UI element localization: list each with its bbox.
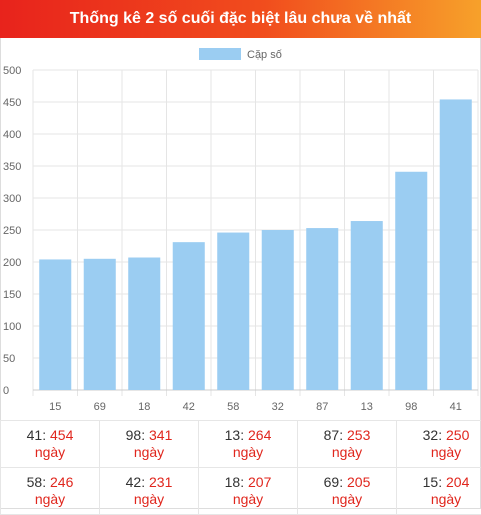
x-tick-label: 13 (361, 401, 373, 413)
bar-87 (306, 228, 338, 390)
x-tick-label: 32 (272, 401, 284, 413)
y-tick-label: 500 (3, 65, 21, 77)
bar-18 (128, 258, 160, 390)
bar-41 (440, 99, 472, 390)
bar-15 (39, 259, 71, 390)
x-tick-label: 58 (227, 401, 239, 413)
y-tick-label: 200 (3, 257, 21, 269)
x-tick-label: 18 (138, 401, 150, 413)
x-tick-label: 41 (450, 401, 462, 413)
bar-32 (262, 230, 294, 390)
y-tick-label: 250 (3, 225, 21, 237)
y-tick-label: 100 (3, 321, 21, 333)
legend-swatch (199, 48, 241, 60)
header-bar: Thống kê 2 số cuối đặc biệt lâu chưa về … (0, 0, 481, 38)
y-tick-label: 0 (3, 385, 9, 397)
bar-chart: Cặp số 0 50 100 150 200 250 300 350 400 450 500 15 69… (0, 38, 481, 420)
bar-58 (217, 233, 249, 390)
page-title: Thống kê 2 số cuối đặc biệt lâu chưa về … (70, 10, 411, 28)
y-tick-label: 300 (3, 193, 21, 205)
bar-69 (84, 259, 116, 390)
x-tick-label: 98 (405, 401, 417, 413)
x-tick-label: 87 (316, 401, 328, 413)
bar-98 (395, 172, 427, 390)
y-tick-label: 450 (3, 97, 21, 109)
y-tick-label: 150 (3, 289, 21, 301)
y-tick-label: 350 (3, 161, 21, 173)
bar-42 (173, 242, 205, 390)
x-tick-label: 42 (183, 401, 195, 413)
y-tick-label: 400 (3, 129, 21, 141)
bar-13 (351, 221, 383, 390)
x-tick-label: 69 (94, 401, 106, 413)
x-tick-label: 15 (49, 401, 61, 413)
y-tick-label: 50 (3, 353, 15, 365)
legend-label: Cặp số (247, 49, 282, 61)
